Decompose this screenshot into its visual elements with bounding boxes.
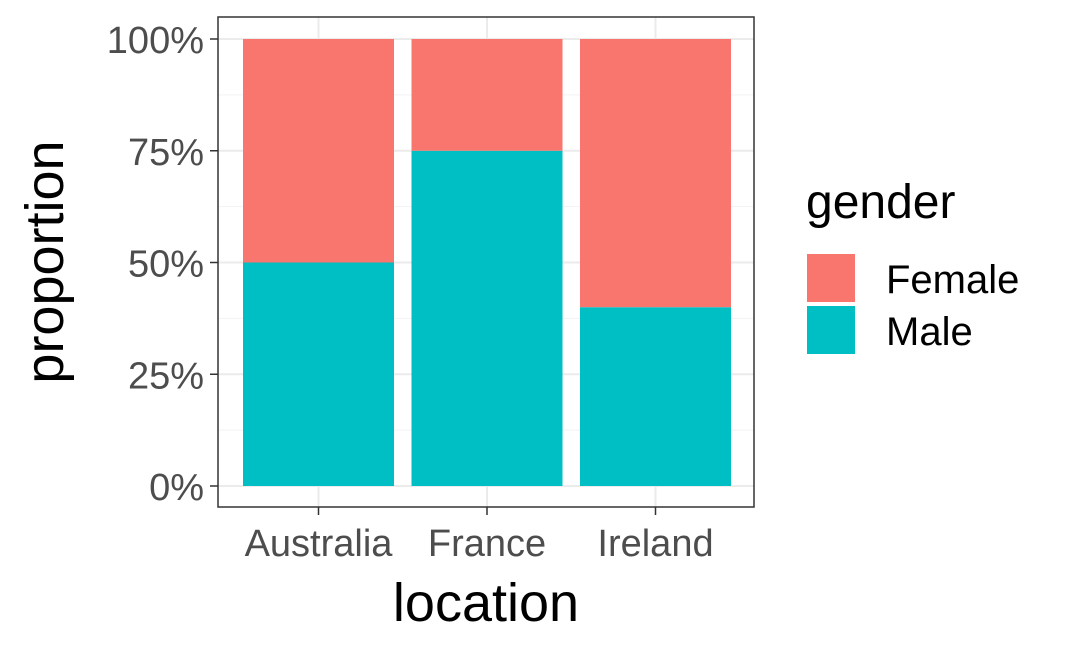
legend-key-female — [807, 254, 855, 302]
legend-key-male — [807, 306, 855, 354]
legend-label-female: Female — [886, 258, 1019, 302]
bar-australia-female — [243, 39, 394, 263]
y-tick-label: 25% — [128, 355, 204, 397]
y-tick-label: 100% — [107, 20, 204, 62]
x-tick-label: France — [428, 523, 546, 565]
x-axis: Australia France Ireland — [245, 507, 714, 565]
y-tick-label: 50% — [128, 244, 204, 286]
bar-ireland-male — [580, 307, 731, 486]
bar-france-female — [411, 39, 563, 151]
bar-australia-male — [243, 262, 394, 486]
y-tick-label: 0% — [149, 467, 204, 509]
x-axis-title: location — [393, 573, 579, 633]
bars — [243, 39, 731, 486]
bar-ireland-female — [580, 39, 731, 308]
legend-title: gender — [806, 176, 955, 229]
x-tick-label: Ireland — [597, 523, 713, 565]
bar-france-male — [411, 150, 563, 486]
x-tick-label: Australia — [245, 523, 394, 565]
y-axis: 0% 25% 50% 75% 100% — [107, 20, 218, 509]
y-tick-label: 75% — [128, 132, 204, 174]
legend: gender Female Male — [806, 176, 1019, 354]
legend-label-male: Male — [886, 310, 973, 354]
y-axis-title: proportion — [15, 140, 75, 383]
